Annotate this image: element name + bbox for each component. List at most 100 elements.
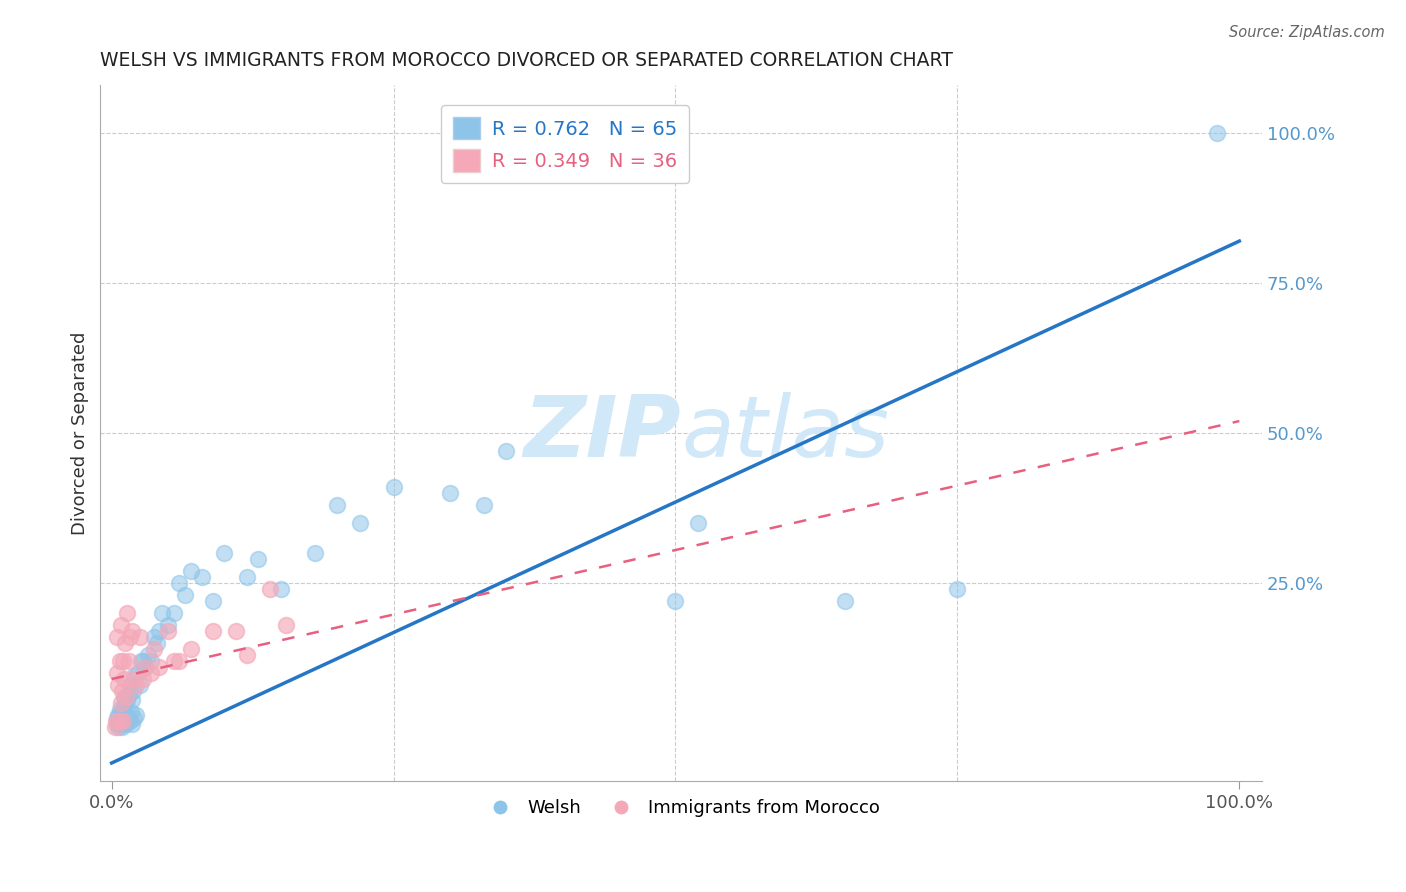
Text: atlas: atlas xyxy=(681,392,889,475)
Point xyxy=(259,582,281,596)
Point xyxy=(834,594,856,608)
Point xyxy=(120,705,142,719)
Point xyxy=(143,642,166,657)
Point xyxy=(349,516,371,530)
Point xyxy=(382,480,405,494)
Point xyxy=(114,711,136,725)
Point xyxy=(304,546,326,560)
Point xyxy=(117,606,139,620)
Point xyxy=(247,552,270,566)
Point xyxy=(104,720,127,734)
Text: ZIP: ZIP xyxy=(523,392,681,475)
Point xyxy=(114,636,136,650)
Point xyxy=(148,624,170,638)
Point xyxy=(117,687,139,701)
Point xyxy=(664,594,686,608)
Point xyxy=(115,690,138,704)
Point xyxy=(156,618,179,632)
Point xyxy=(117,654,139,668)
Point xyxy=(139,654,162,668)
Point xyxy=(1205,126,1227,140)
Point xyxy=(143,630,166,644)
Point xyxy=(118,714,141,728)
Text: WELSH VS IMMIGRANTS FROM MOROCCO DIVORCED OR SEPARATED CORRELATION CHART: WELSH VS IMMIGRANTS FROM MOROCCO DIVORCE… xyxy=(100,51,953,70)
Point xyxy=(111,720,134,734)
Point xyxy=(121,717,143,731)
Point xyxy=(129,654,152,668)
Point xyxy=(191,570,214,584)
Point xyxy=(105,717,128,731)
Text: Source: ZipAtlas.com: Source: ZipAtlas.com xyxy=(1229,25,1385,40)
Point xyxy=(115,717,138,731)
Point xyxy=(108,717,131,731)
Point xyxy=(174,588,197,602)
Point xyxy=(225,624,247,638)
Point xyxy=(132,654,155,668)
Point xyxy=(202,624,225,638)
Point xyxy=(107,678,129,692)
Point xyxy=(112,714,135,728)
Point xyxy=(115,690,138,704)
Point xyxy=(134,660,156,674)
Point xyxy=(139,666,162,681)
Point xyxy=(128,630,150,644)
Point xyxy=(128,678,150,692)
Point xyxy=(118,678,141,692)
Point xyxy=(108,702,131,716)
Point xyxy=(125,708,148,723)
Point xyxy=(111,717,134,731)
Point xyxy=(105,630,128,644)
Point xyxy=(111,702,134,716)
Point xyxy=(156,624,179,638)
Point xyxy=(439,486,461,500)
Point xyxy=(270,582,292,596)
Point xyxy=(276,618,298,632)
Point xyxy=(202,594,225,608)
Point xyxy=(107,720,129,734)
Point xyxy=(134,660,156,674)
Point xyxy=(117,693,139,707)
Y-axis label: Divorced or Separated: Divorced or Separated xyxy=(72,331,89,534)
Point xyxy=(117,714,139,728)
Point xyxy=(112,690,135,704)
Point xyxy=(125,678,148,692)
Point xyxy=(326,498,349,512)
Point xyxy=(180,642,202,657)
Point xyxy=(108,654,131,668)
Point xyxy=(108,714,131,728)
Point xyxy=(122,711,145,725)
Point xyxy=(946,582,969,596)
Point xyxy=(163,654,186,668)
Point xyxy=(117,711,139,725)
Point xyxy=(110,714,132,728)
Point xyxy=(145,636,167,650)
Point xyxy=(111,684,134,698)
Point xyxy=(472,498,495,512)
Point xyxy=(111,711,134,725)
Point xyxy=(111,714,134,728)
Point xyxy=(214,546,236,560)
Point xyxy=(236,648,259,662)
Point xyxy=(105,666,128,681)
Point xyxy=(236,570,259,584)
Point xyxy=(110,696,132,710)
Point xyxy=(150,606,173,620)
Point xyxy=(110,705,132,719)
Point xyxy=(495,444,517,458)
Point xyxy=(105,711,128,725)
Point xyxy=(163,606,186,620)
Point xyxy=(132,672,155,686)
Point xyxy=(180,564,202,578)
Point xyxy=(112,672,135,686)
Point xyxy=(118,630,141,644)
Point xyxy=(114,696,136,710)
Legend: Welsh, Immigrants from Morocco: Welsh, Immigrants from Morocco xyxy=(475,792,887,824)
Point xyxy=(169,654,191,668)
Point xyxy=(107,708,129,723)
Point xyxy=(122,672,145,686)
Point xyxy=(148,660,170,674)
Point xyxy=(121,693,143,707)
Point xyxy=(686,516,709,530)
Point xyxy=(127,666,149,681)
Point xyxy=(136,648,159,662)
